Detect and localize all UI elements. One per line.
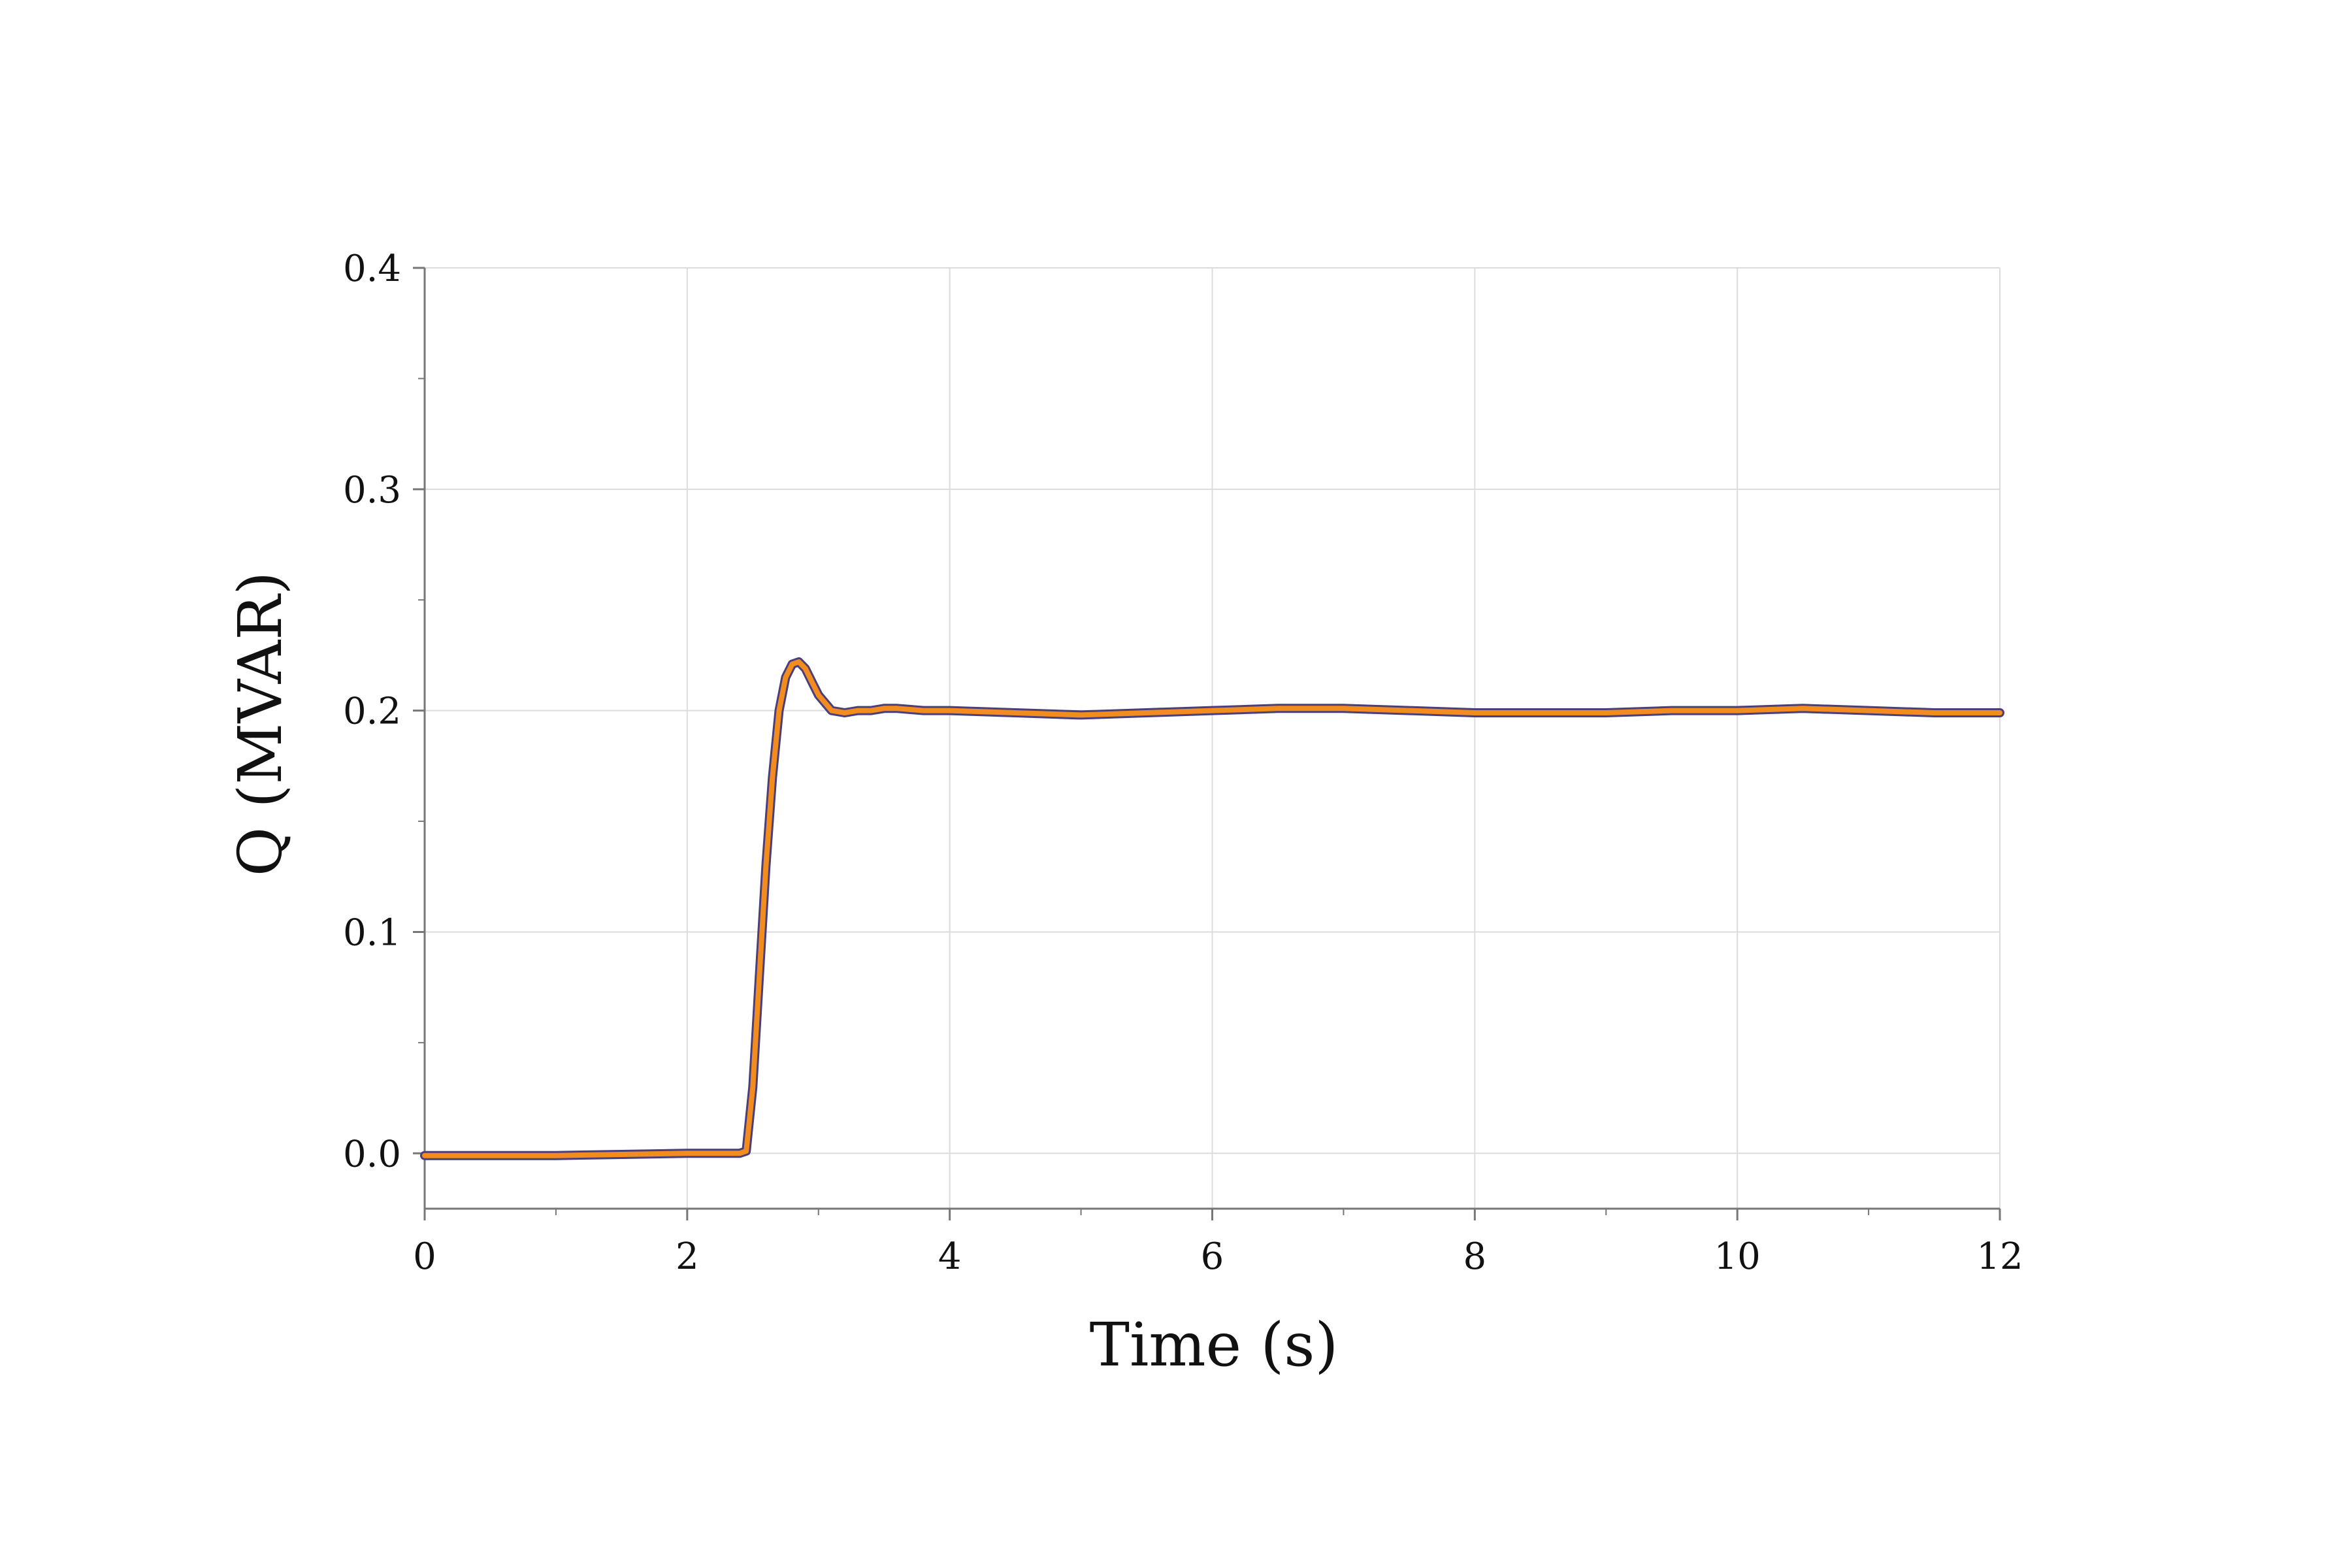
y-tick-label: 0.3 — [343, 469, 401, 512]
ticks — [413, 267, 2001, 1220]
y-tick-label: 0.4 — [343, 248, 401, 290]
x-tick-label: 0 — [413, 1235, 436, 1278]
x-tick-label: 10 — [1714, 1235, 1761, 1278]
x-tick-label: 6 — [1201, 1235, 1224, 1278]
x-tick-label: 8 — [1463, 1235, 1487, 1278]
x-tick-label: 4 — [938, 1235, 962, 1278]
series-layer — [420, 657, 2004, 1160]
y-tick-label: 0.2 — [343, 691, 401, 733]
series-line — [422, 659, 2002, 1158]
y-axis-title: Q (MVAR) — [225, 572, 295, 877]
x-axis-title: Time (s) — [1090, 1310, 1339, 1380]
x-tick-label: 12 — [1976, 1235, 2023, 1278]
x-tick-label: 2 — [676, 1235, 699, 1278]
grid — [425, 267, 2001, 1209]
y-tick-label: 0.1 — [343, 911, 401, 954]
tick-labels: 0 2 4 6 8 10 12 0.0 0.1 0.2 0.3 0.4 — [343, 248, 2023, 1278]
y-tick-label: 0.0 — [343, 1133, 401, 1175]
